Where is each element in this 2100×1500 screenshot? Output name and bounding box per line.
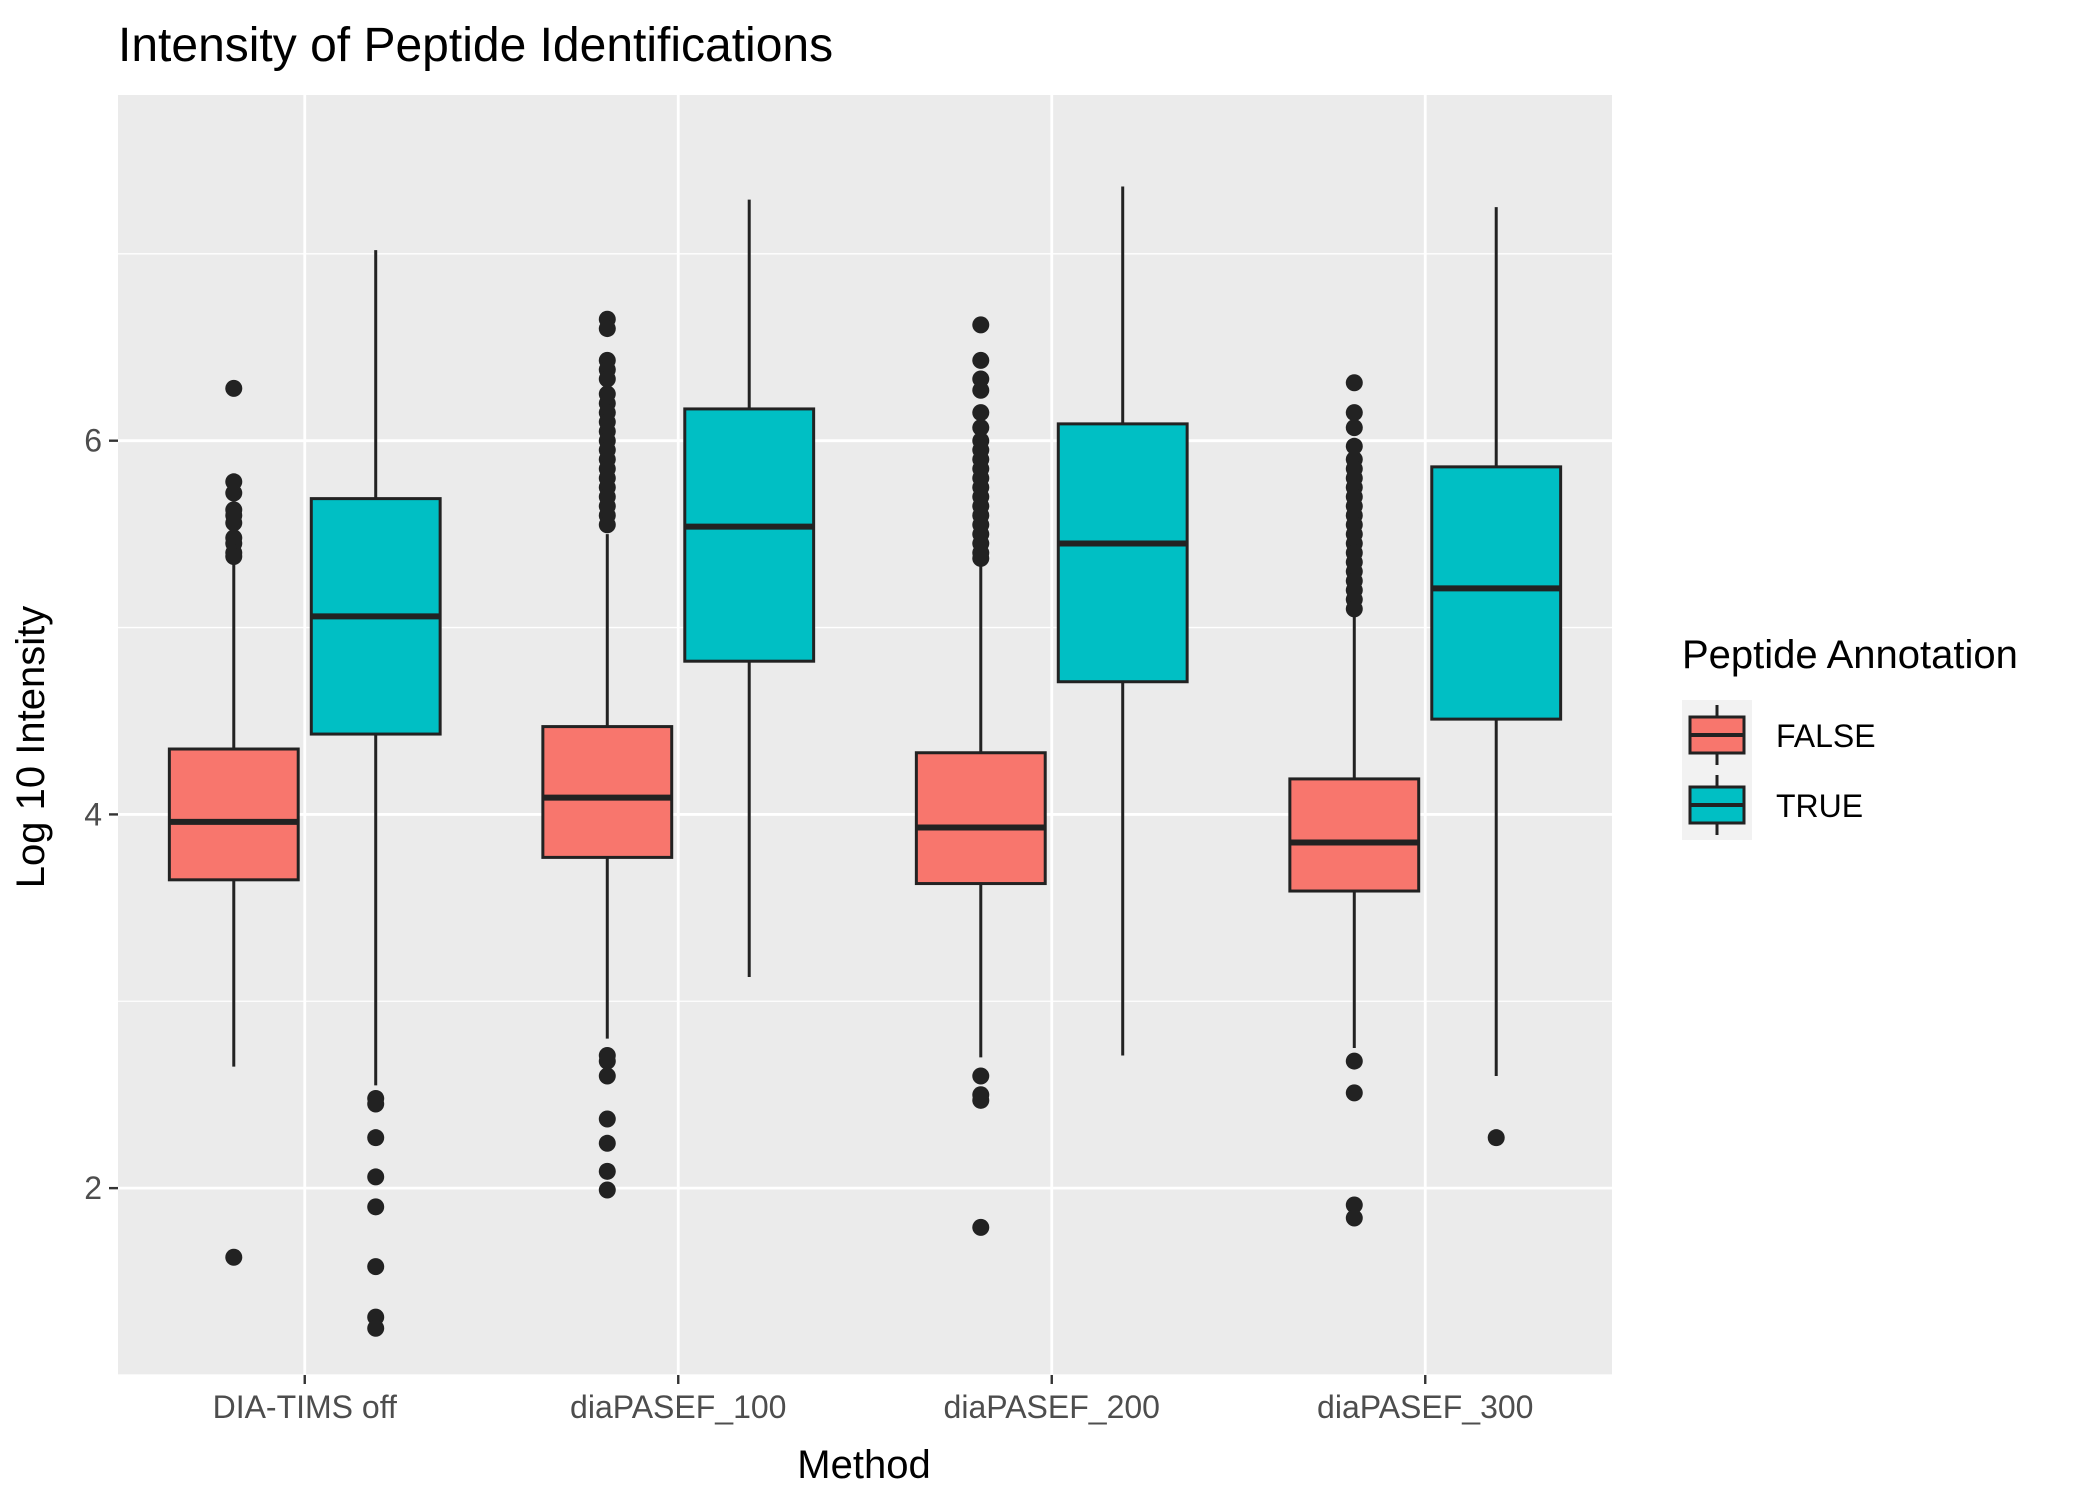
outlier-point xyxy=(1345,600,1363,618)
box-iqr xyxy=(1430,465,1563,721)
chart-title: Intensity of Peptide Identifications xyxy=(118,19,833,72)
box-iqr xyxy=(1056,422,1189,684)
outlier-point xyxy=(1345,374,1363,392)
outlier-point xyxy=(1345,437,1363,455)
outlier-point xyxy=(598,370,616,388)
y-tick-label: 6 xyxy=(84,423,102,459)
x-axis: DIA-TIMS off diaPASEF_100 diaPASEF_200 diaP… xyxy=(213,1375,1533,1425)
outlier-point xyxy=(225,548,243,566)
outlier-point xyxy=(367,1198,385,1216)
outlier-point xyxy=(1345,404,1363,422)
outlier-point xyxy=(1345,1209,1363,1227)
outlier-point xyxy=(367,1258,385,1276)
legend-title: Peptide Annotation xyxy=(1682,633,2018,677)
outlier-point xyxy=(367,1319,385,1337)
outlier-point xyxy=(225,1248,243,1266)
box-false-0 xyxy=(167,379,300,1266)
outlier-point xyxy=(598,1052,616,1070)
outlier-point xyxy=(1345,1084,1363,1102)
outlier-point xyxy=(972,381,990,399)
outlier-point xyxy=(367,1168,385,1186)
outlier-point xyxy=(972,1218,990,1236)
box-iqr xyxy=(541,725,674,859)
box-true-1 xyxy=(683,199,816,977)
outlier-point xyxy=(598,1181,616,1199)
outlier-point xyxy=(598,1162,616,1180)
x-tick-label: diaPASEF_300 xyxy=(1317,1389,1533,1425)
box-true-3 xyxy=(1430,207,1563,1147)
outlier-point xyxy=(598,1134,616,1152)
outlier-point xyxy=(972,404,990,422)
box-iqr xyxy=(683,407,816,663)
plot-panel xyxy=(118,95,1612,1376)
outlier-point xyxy=(972,549,990,567)
box-iqr xyxy=(914,751,1047,886)
outlier-point xyxy=(225,484,243,502)
outlier-point xyxy=(598,320,616,338)
y-tick-label: 4 xyxy=(84,796,102,832)
x-tick-label: diaPASEF_100 xyxy=(570,1389,786,1425)
outlier-point xyxy=(225,514,243,532)
legend-items: FALSE TRUE xyxy=(1682,700,1876,840)
y-axis: 2 4 6 xyxy=(84,423,118,1206)
y-axis-title: Log 10 Intensity xyxy=(9,606,53,888)
box-false-2 xyxy=(914,316,1047,1236)
outlier-point xyxy=(598,1110,616,1128)
x-axis-title: Method xyxy=(797,1443,930,1487)
outlier-point xyxy=(225,379,243,397)
outlier-point xyxy=(1345,419,1363,437)
outlier-point xyxy=(1345,1196,1363,1214)
x-tick-label: DIA-TIMS off xyxy=(213,1389,397,1425)
x-tick-label: diaPASEF_200 xyxy=(944,1389,1160,1425)
outlier-point xyxy=(598,1067,616,1085)
outlier-point xyxy=(1487,1129,1505,1147)
box-false-3 xyxy=(1288,374,1421,1227)
box-true-0 xyxy=(309,250,442,1337)
outlier-point xyxy=(367,1129,385,1147)
outlier-point xyxy=(972,1091,990,1109)
legend: Peptide Annotation FALSE TRUE xyxy=(1682,633,2018,840)
box-iqr xyxy=(167,747,300,882)
box-iqr xyxy=(1288,777,1421,893)
outlier-point xyxy=(598,516,616,534)
box-true-2 xyxy=(1056,186,1189,1056)
y-tick-label: 2 xyxy=(84,1170,102,1206)
legend-label: FALSE xyxy=(1776,718,1876,754)
legend-item-true: TRUE xyxy=(1682,770,1863,840)
legend-item-false: FALSE xyxy=(1682,700,1876,770)
outlier-point xyxy=(972,351,990,369)
outlier-point xyxy=(367,1095,385,1113)
outlier-point xyxy=(972,419,990,437)
outlier-point xyxy=(1345,1052,1363,1070)
outlier-point xyxy=(972,316,990,334)
outlier-point xyxy=(972,1067,990,1085)
box-false-1 xyxy=(541,310,674,1199)
legend-label: TRUE xyxy=(1776,788,1863,824)
